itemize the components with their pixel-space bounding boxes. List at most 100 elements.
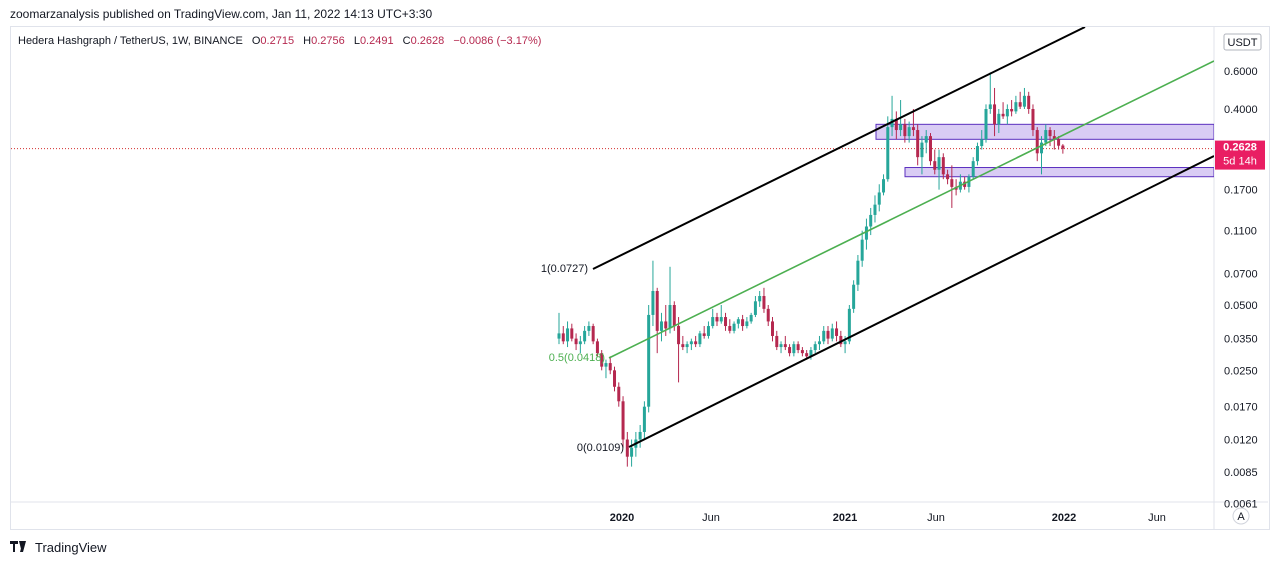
price-zone[interactable] — [904, 167, 1214, 178]
candle-body — [728, 326, 732, 331]
candle — [813, 341, 817, 354]
close-label: C — [402, 35, 411, 47]
chart-frame — [10, 26, 1270, 530]
candle-body — [681, 344, 685, 348]
candle — [1001, 102, 1005, 119]
candle-body — [843, 341, 847, 345]
candle-body — [839, 335, 843, 345]
candle — [1048, 127, 1052, 147]
channel-mid-line[interactable] — [608, 60, 1214, 359]
candle-body — [613, 370, 617, 387]
candle-body — [583, 330, 587, 342]
publish-line: zoomarzanalysis published on TradingView… — [10, 7, 433, 21]
candle-body — [890, 118, 894, 128]
candle — [894, 111, 898, 140]
candle — [732, 321, 736, 334]
candle-body — [805, 353, 809, 357]
auto-scale-label: A — [1237, 511, 1245, 523]
candle-body — [1014, 102, 1018, 112]
candle — [630, 439, 634, 467]
candle — [642, 401, 646, 440]
candle-body — [852, 284, 856, 309]
channel-top-line[interactable] — [592, 27, 1086, 270]
currency-badge[interactable]: USDT — [1223, 33, 1262, 51]
candle — [741, 314, 745, 331]
candle-body — [557, 333, 561, 339]
candle — [907, 121, 911, 143]
candle-body — [762, 296, 766, 309]
candle-body — [655, 291, 659, 331]
candle — [1044, 124, 1048, 147]
candle — [864, 218, 868, 250]
candle — [997, 109, 1001, 134]
candle-body — [826, 330, 830, 339]
candle — [1010, 100, 1014, 117]
candle — [916, 124, 920, 166]
candle-body — [1027, 95, 1031, 109]
fib-label: 0.5(0.0418) — [549, 352, 605, 364]
candle — [877, 184, 881, 212]
y-tick-label: 0.0500 — [1224, 300, 1258, 312]
candle-body — [1044, 130, 1048, 143]
candle-body — [899, 124, 903, 131]
candle-body — [1061, 145, 1065, 149]
close-value: 0.2628 — [410, 35, 445, 47]
candle — [578, 335, 582, 354]
candle-body — [1001, 113, 1005, 117]
candle-body — [578, 341, 582, 345]
candle — [689, 338, 693, 351]
candle-body — [685, 344, 689, 348]
candle — [711, 308, 715, 329]
candle — [839, 330, 843, 348]
candle-body — [813, 344, 817, 351]
auto-scale-button[interactable]: A — [1232, 507, 1250, 525]
candle-body — [988, 104, 992, 109]
symbol-label[interactable]: Hedera Hashgraph / TetherUS, 1W, BINANCE — [18, 35, 243, 47]
candle-body — [1052, 136, 1056, 140]
candle — [587, 321, 591, 336]
candle — [766, 305, 770, 327]
candle — [728, 319, 732, 334]
candle-body — [869, 214, 873, 227]
candle-body — [941, 157, 945, 175]
candle — [1014, 95, 1018, 114]
candle-body — [1035, 130, 1039, 154]
candle — [595, 338, 599, 357]
candle-body — [745, 321, 749, 327]
candle — [869, 207, 873, 236]
candle — [920, 136, 924, 175]
price-badge-countdown: 5d 14h — [1223, 156, 1257, 168]
candle — [608, 356, 612, 375]
candle — [826, 326, 830, 345]
candle-body — [659, 321, 663, 331]
candle — [882, 174, 886, 196]
candle-body — [856, 260, 860, 285]
candle-body — [668, 305, 672, 329]
candle — [1040, 136, 1044, 175]
candle-body — [830, 328, 834, 339]
candle — [1031, 104, 1035, 137]
candle-body — [800, 350, 804, 354]
low-value: 0.2491 — [359, 35, 394, 47]
x-tick-label: 2021 — [833, 512, 857, 524]
candle — [659, 312, 663, 342]
candle-body — [937, 157, 941, 170]
candle-body — [570, 328, 574, 339]
candle — [566, 321, 570, 348]
candle-body — [753, 301, 757, 315]
candle-body — [788, 347, 792, 354]
candle-body — [749, 314, 753, 322]
candle — [928, 133, 932, 166]
candle — [715, 312, 719, 327]
candle-body — [792, 344, 796, 354]
candle-body — [933, 161, 937, 170]
candle — [706, 321, 710, 339]
candle — [788, 344, 792, 357]
candle — [860, 230, 864, 267]
footer-brand[interactable]: TradingView — [10, 540, 107, 555]
candle-body — [924, 136, 928, 143]
candle-body — [600, 353, 604, 367]
tradingview-logo-icon — [10, 540, 30, 555]
channel-bottom-line[interactable] — [628, 155, 1214, 448]
